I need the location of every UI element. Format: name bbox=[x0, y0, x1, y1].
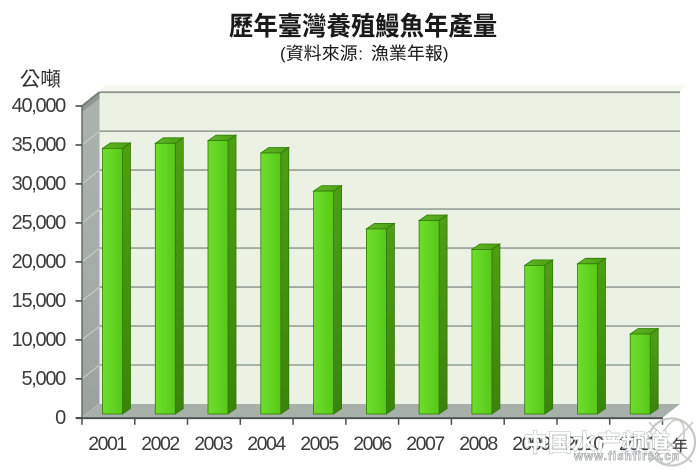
svg-text:5,000: 5,000 bbox=[21, 368, 66, 390]
svg-text:25,000: 25,000 bbox=[12, 212, 67, 234]
svg-text:10,000: 10,000 bbox=[12, 329, 67, 351]
svg-text:15,000: 15,000 bbox=[12, 290, 67, 312]
svg-text:2007: 2007 bbox=[406, 433, 444, 455]
svg-text:35,000: 35,000 bbox=[12, 134, 67, 156]
svg-text:2002: 2002 bbox=[141, 433, 179, 455]
svg-text:0: 0 bbox=[55, 407, 66, 429]
svg-text:2005: 2005 bbox=[300, 433, 339, 455]
svg-text:2006: 2006 bbox=[353, 433, 391, 455]
svg-text:www.fishfirst.cn: www.fishfirst.cn bbox=[573, 451, 680, 463]
svg-text::: : bbox=[358, 45, 363, 64]
svg-text:30,000: 30,000 bbox=[12, 173, 67, 195]
svg-text:(: ( bbox=[280, 44, 286, 63]
svg-text:2003: 2003 bbox=[194, 433, 232, 455]
svg-text:2001: 2001 bbox=[88, 433, 126, 455]
svg-text:20,000: 20,000 bbox=[12, 251, 67, 273]
svg-text:2004: 2004 bbox=[247, 433, 286, 455]
svg-text:40,000: 40,000 bbox=[12, 95, 67, 117]
svg-text:2008: 2008 bbox=[459, 433, 497, 455]
svg-text:): ) bbox=[443, 44, 449, 63]
